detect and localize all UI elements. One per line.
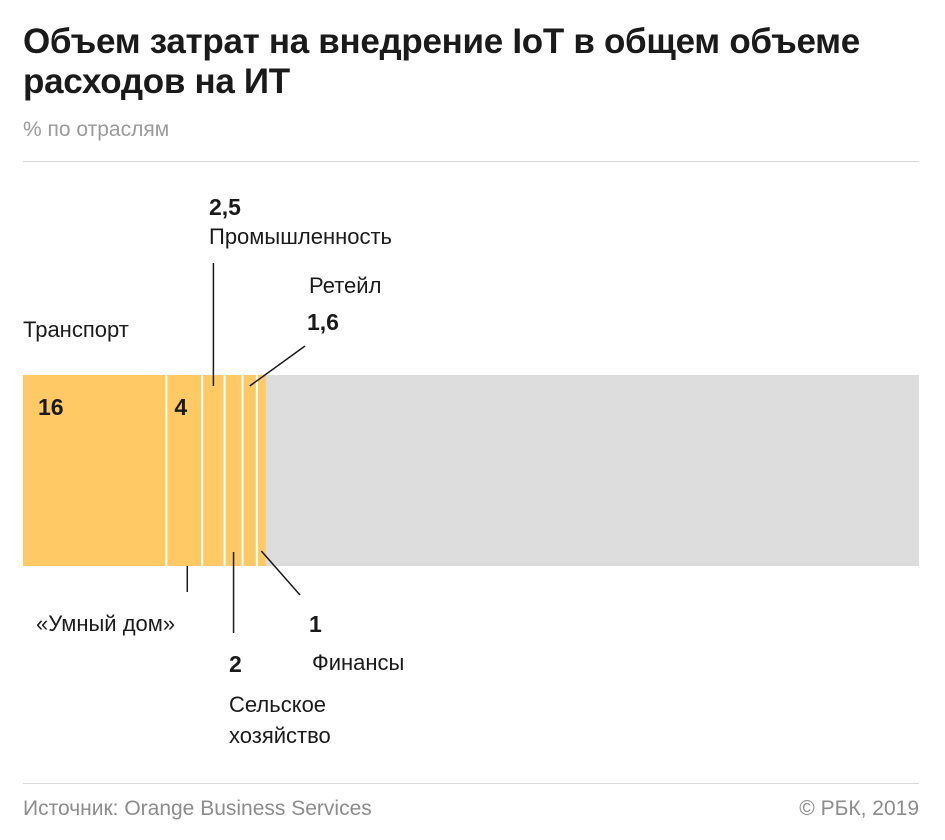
leader-line-6: [260, 550, 301, 596]
value-label-3: 2,5: [209, 194, 241, 220]
category-label-4: Сельское хозяйство: [229, 692, 331, 748]
copyright: © РБК, 2019: [799, 797, 919, 820]
top-divider: [23, 161, 919, 162]
bar-segment-4: [224, 375, 243, 566]
leader-line-5: [249, 345, 306, 387]
category-label-6: Финансы: [312, 650, 404, 675]
stacked-bar-chart: Транспорт 16 4 «Умный дом» 2,5 Промышленность…: [23, 194, 919, 748]
source-note: Источник: Orange Business Services: [23, 797, 372, 820]
chart-title: Объем затрат на внедрение IoT в общем об…: [23, 22, 860, 101]
category-label-2: «Умный дом»: [36, 611, 175, 636]
value-label-1: 16: [38, 394, 64, 420]
value-label-6: 1: [309, 611, 322, 637]
bar-segment-3: [202, 375, 225, 566]
bottom-divider: [23, 783, 919, 784]
value-label-4: 2: [229, 651, 242, 677]
category-label-1: Транспорт: [23, 317, 129, 342]
category-label-3: Промышленность: [209, 224, 392, 249]
bar-segment-2: [166, 375, 203, 566]
bar-segment-5: [242, 375, 257, 566]
category-label-5: Ретейл: [309, 273, 381, 298]
value-label-5: 1,6: [307, 309, 339, 335]
chart-subtitle: % по отраслям: [23, 118, 170, 141]
bar-segment-1: [23, 375, 167, 566]
bar-segment-6: [256, 375, 266, 566]
value-label-2: 4: [174, 394, 187, 420]
